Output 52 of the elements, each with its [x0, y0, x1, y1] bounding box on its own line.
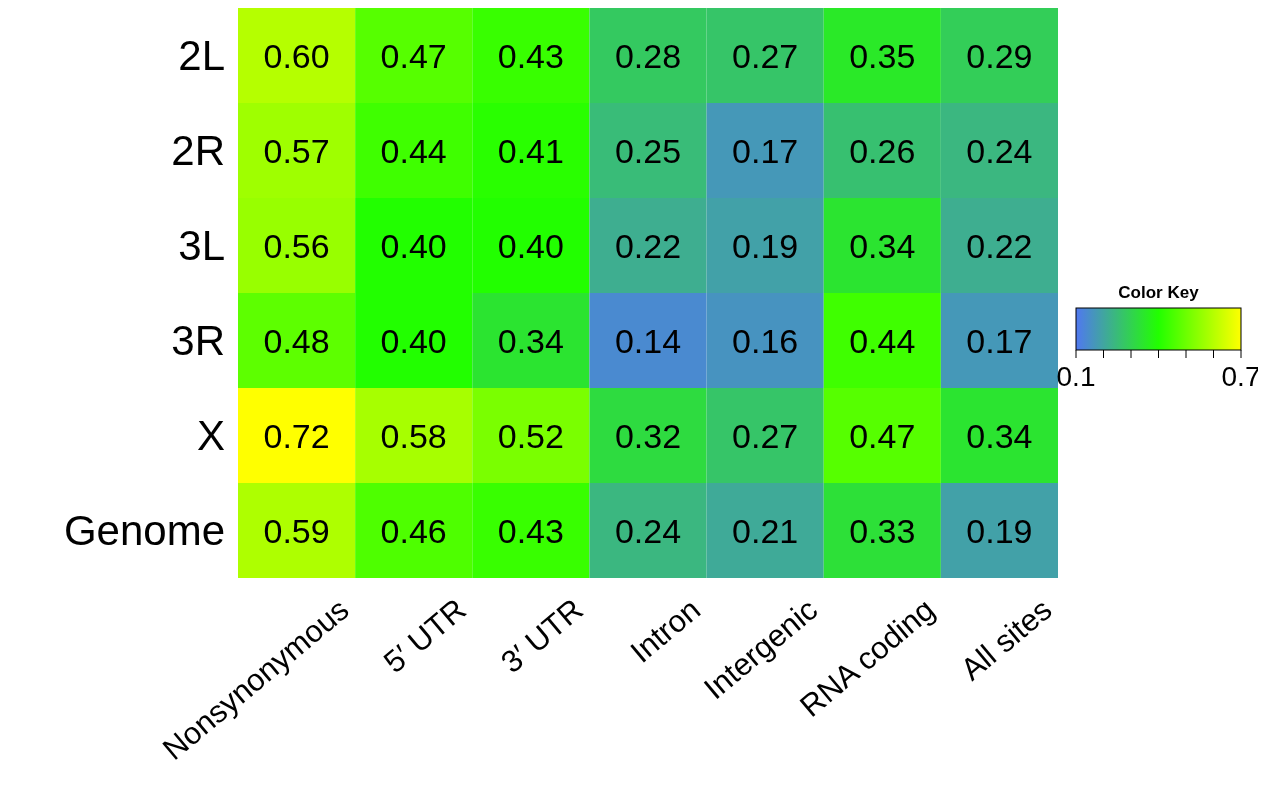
data-label: 0.22 — [614, 226, 682, 265]
data-label: 0.28 — [614, 36, 682, 75]
color-bar-title: Color Key — [1118, 283, 1200, 302]
data-label: 0.26 — [849, 131, 916, 170]
x-tick-label: 3′ UTR — [494, 591, 590, 680]
data-label: 0.72 — [263, 416, 330, 455]
data-label: 0.41 — [497, 131, 564, 170]
data-label: 0.17 — [966, 321, 1033, 360]
data-label: 0.19 — [966, 511, 1033, 550]
data-label: 0.46 — [380, 511, 447, 550]
data-label: 0.33 — [849, 511, 916, 550]
data-label: 0.25 — [614, 131, 682, 170]
data-label: 0.34 — [966, 416, 1033, 455]
data-label: 0.52 — [497, 416, 564, 455]
data-label: 0.47 — [380, 36, 447, 75]
data-label: 0.60 — [263, 36, 330, 75]
data-label: 0.57 — [263, 131, 330, 170]
data-label: 0.27 — [732, 416, 799, 455]
data-label: 0.22 — [966, 226, 1033, 265]
y-tick-label: 2L — [178, 32, 225, 79]
y-tick-label: Genome — [63, 507, 225, 554]
data-label: 0.17 — [732, 131, 799, 170]
data-label: 0.40 — [380, 226, 447, 265]
data-label: 0.24 — [966, 131, 1033, 170]
data-label: 0.27 — [732, 36, 799, 75]
y-tick-label: 2R — [171, 127, 225, 174]
y-tick-label: X — [196, 412, 225, 459]
data-label: 0.29 — [966, 36, 1033, 75]
y-tick-label: 3R — [171, 317, 225, 364]
x-tick-label: 5′ UTR — [377, 591, 473, 680]
data-label: 0.34 — [497, 321, 564, 360]
data-label: 0.48 — [263, 321, 330, 360]
data-label: 0.58 — [380, 416, 447, 455]
data-label: 0.44 — [849, 321, 916, 360]
data-label: 0.21 — [732, 511, 799, 550]
y-tick-label: 3L — [178, 222, 225, 269]
data-label: 0.59 — [263, 511, 330, 550]
data-label: 0.56 — [263, 226, 330, 265]
x-tick-label: All sites — [954, 591, 1059, 688]
data-label: 0.19 — [732, 226, 799, 265]
data-label: 0.47 — [849, 416, 916, 455]
data-label: 0.40 — [380, 321, 447, 360]
data-label: 0.32 — [614, 416, 682, 455]
data-label: 0.24 — [614, 511, 682, 550]
data-label: 0.34 — [849, 226, 916, 265]
data-label: 0.16 — [732, 321, 799, 360]
data-label: 0.44 — [380, 131, 447, 170]
data-label: 0.14 — [614, 321, 682, 360]
data-label: 0.40 — [497, 226, 564, 265]
data-label: 0.43 — [497, 511, 564, 550]
data-label: 0.35 — [849, 36, 916, 75]
data-label: 0.43 — [497, 36, 564, 75]
